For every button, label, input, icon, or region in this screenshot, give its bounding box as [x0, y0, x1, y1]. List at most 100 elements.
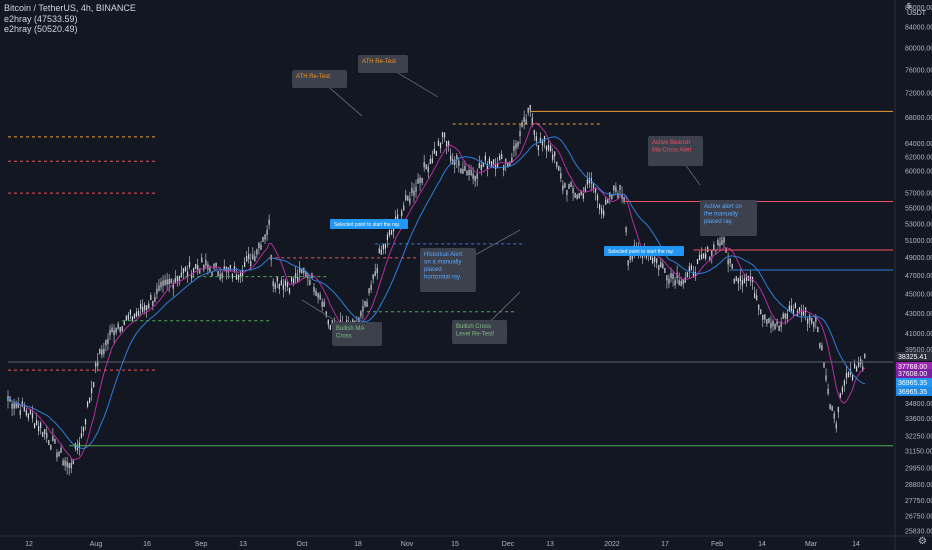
candle-body [64, 460, 66, 466]
x-tick-label: 13 [546, 541, 554, 548]
candle-body [466, 170, 468, 176]
candle-body [682, 278, 684, 284]
candle-body [23, 406, 25, 412]
candle-body [758, 304, 760, 310]
annotation-callout: Active Bearish Ma-Cross Alert [648, 136, 703, 186]
candle-body [570, 182, 572, 188]
candle-body [403, 205, 405, 211]
callout-text: Selected point to start the ray. [608, 249, 674, 255]
price-axis-label-bg [896, 369, 932, 378]
gear-icon[interactable]: ⚙ [918, 536, 927, 547]
candle-body [739, 276, 741, 282]
candle-body [382, 244, 384, 250]
candle-body [417, 178, 419, 184]
candle-body [782, 313, 784, 319]
candle-body [321, 301, 323, 307]
candle-body [472, 173, 474, 179]
candle-body [388, 230, 391, 236]
y-tick-label: 39500.00 [905, 347, 932, 354]
candle-body [266, 229, 268, 235]
x-tick-label: 18 [354, 541, 362, 548]
candle-body [499, 155, 501, 161]
callout-text: Active alert on [704, 204, 742, 210]
callout-tag [330, 219, 408, 229]
candle-body [446, 140, 448, 147]
candle-body [33, 423, 36, 429]
candle-body [293, 278, 295, 284]
y-tick-label: 84000.00 [905, 25, 932, 32]
candle-body [484, 155, 486, 161]
candle-body [574, 192, 576, 199]
candle-body [62, 460, 64, 466]
candle-body [295, 273, 297, 279]
candle-body [533, 129, 535, 136]
candle-body [762, 314, 764, 320]
candle-body [435, 150, 437, 156]
y-tick-label: 62000.00 [905, 154, 932, 161]
candle-body [140, 303, 142, 310]
candle-body [627, 260, 629, 266]
candle-body [837, 406, 839, 413]
y-tick-label: 49000.00 [905, 255, 932, 262]
candle-body [148, 303, 150, 309]
candle-body [319, 294, 321, 300]
candle-body [89, 397, 91, 403]
callout-text: Level Re-Test! [456, 332, 495, 338]
candle-body [207, 264, 209, 270]
candle-body [778, 325, 780, 332]
annotation-callout: Bullish MA Cross [301, 299, 382, 346]
candle-body [397, 214, 399, 220]
annotation-callout: Selected point to start the ray. [330, 219, 408, 229]
candle-body [301, 268, 303, 274]
candle-body [135, 311, 138, 317]
callout-box [332, 322, 382, 346]
candle-body [15, 402, 17, 408]
x-tick-label: 2022 [604, 541, 620, 548]
candle-body [364, 300, 366, 307]
candle-body [584, 187, 586, 193]
candle-body [80, 433, 83, 439]
candle-body [494, 164, 497, 170]
candle-body [54, 438, 56, 444]
candle-body [168, 279, 170, 285]
candle-body [858, 361, 860, 367]
candle-body [368, 288, 370, 294]
candle-body [562, 185, 564, 191]
candle-body [819, 342, 821, 348]
candle-body [535, 136, 537, 142]
indicator-2-legend[interactable]: e2hray (50520.49) [4, 24, 78, 34]
candle-body [552, 154, 554, 160]
candle-body [841, 387, 843, 393]
price-axis-label: 37768.00 [898, 364, 927, 371]
candle-body [760, 309, 762, 315]
candle-body [480, 164, 482, 171]
callout-text: Ma-Cross Alert [652, 148, 692, 154]
annotation-callout: ATH Re-Test [358, 55, 439, 98]
x-tick-label: Aug [90, 541, 103, 548]
candle-body [233, 265, 236, 272]
candle-body [527, 107, 529, 113]
candle-body [672, 273, 674, 280]
y-tick-label: 29950.00 [905, 465, 932, 472]
candle-body [429, 159, 431, 165]
indicator-1-legend[interactable]: e2hray (47533.59) [4, 14, 78, 24]
candle-body [197, 264, 199, 271]
candle-body [815, 316, 817, 322]
candle-body [97, 360, 99, 366]
x-tick-label: Oct [297, 541, 308, 548]
candle-body [268, 219, 270, 225]
candle-body [450, 155, 452, 161]
candle-body [690, 265, 692, 271]
candle-body [178, 275, 180, 282]
candle-body [248, 254, 250, 260]
candle-body [735, 276, 737, 282]
price-axis-label: 37608.00 [898, 371, 927, 378]
candle-body [558, 165, 560, 171]
candle-body [776, 319, 778, 325]
slow-ma-line [7, 136, 865, 449]
candle-body [680, 280, 682, 287]
candle-body [615, 186, 617, 192]
candle-body [784, 313, 786, 319]
